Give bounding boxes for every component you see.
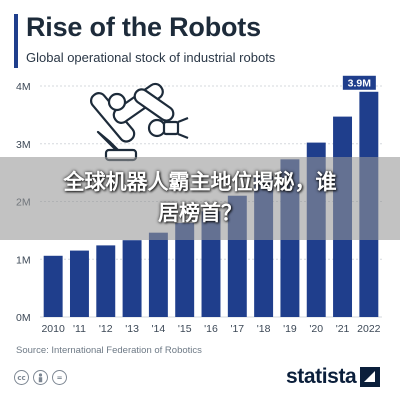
bar bbox=[148, 232, 168, 317]
overlay-line-1: 全球机器人霸主地位揭秘，谁 bbox=[63, 170, 337, 194]
creative-commons-icon: cc bbox=[14, 370, 29, 385]
y-tick-label: 3M bbox=[16, 139, 31, 151]
statista-logo[interactable]: statista bbox=[286, 365, 381, 389]
x-tick-label: '18 bbox=[257, 323, 271, 335]
x-tick-label: '20 bbox=[309, 323, 323, 335]
x-tick-label: '13 bbox=[125, 323, 139, 335]
x-tick-label: '17 bbox=[230, 323, 244, 335]
bar bbox=[69, 250, 89, 317]
y-tick-label: 0M bbox=[16, 312, 31, 324]
bar bbox=[43, 255, 63, 317]
no-derivatives-icon: = bbox=[52, 370, 67, 385]
x-tick-label: '16 bbox=[204, 323, 218, 335]
bar bbox=[96, 245, 116, 317]
x-tick-label: '11 bbox=[73, 323, 86, 335]
x-tick-label: 2022 bbox=[357, 323, 381, 335]
x-tick-label: '12 bbox=[99, 323, 113, 335]
x-tick-label: '15 bbox=[178, 323, 192, 335]
bar bbox=[122, 240, 142, 317]
x-tick-label: 2010 bbox=[41, 323, 65, 335]
chart-title: Rise of the Robots bbox=[26, 12, 261, 42]
source-note: Source: International Federation of Robo… bbox=[16, 345, 202, 356]
data-label-box bbox=[342, 75, 376, 90]
title-accent-bar bbox=[14, 14, 18, 68]
overlay-line-2: 居榜首？ bbox=[158, 201, 242, 225]
x-tick-label: '19 bbox=[283, 323, 297, 335]
y-tick-label: 1M bbox=[16, 254, 31, 266]
x-tick-label: '14 bbox=[152, 323, 166, 335]
overlay-banner: 全球机器人霸主地位揭秘，谁 居榜首？ bbox=[0, 157, 400, 240]
statista-mark-icon bbox=[360, 367, 381, 387]
license-icons: cc = bbox=[14, 370, 67, 385]
attribution-icon bbox=[33, 370, 48, 385]
robot-arm-icon bbox=[89, 82, 189, 162]
chart-subtitle: Global operational stock of industrial r… bbox=[26, 50, 276, 65]
overlay-headline: 全球机器人霸主地位揭秘，谁 居榜首？ bbox=[10, 167, 390, 229]
brand-name: statista bbox=[286, 365, 357, 388]
bar bbox=[175, 222, 195, 317]
x-tick-label: '21 bbox=[336, 323, 350, 335]
y-tick-label: 4M bbox=[16, 81, 31, 93]
data-label: 3.9M bbox=[348, 77, 372, 89]
